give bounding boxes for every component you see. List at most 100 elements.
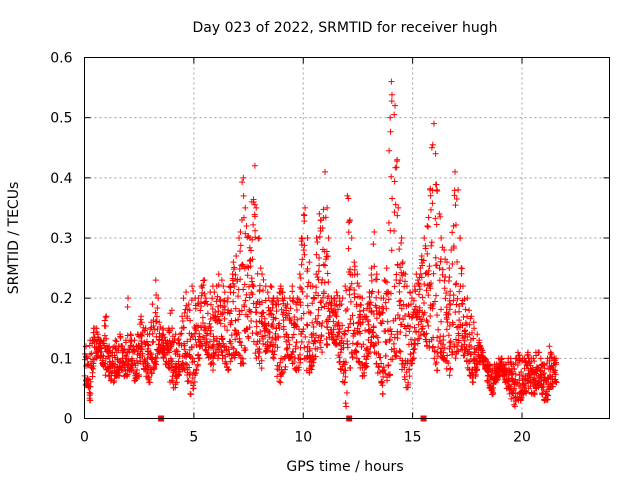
data-point <box>141 327 148 334</box>
data-point <box>385 219 392 226</box>
data-point <box>245 335 252 342</box>
data-point <box>470 335 477 342</box>
data-point <box>289 348 296 355</box>
data-point <box>290 331 297 338</box>
data-point <box>354 293 361 300</box>
data-point <box>425 214 432 221</box>
data-point <box>181 309 188 316</box>
data-point <box>347 266 354 273</box>
data-point <box>384 318 391 325</box>
data-point <box>193 342 200 349</box>
data-point <box>204 310 211 317</box>
y-tick-label: 0.2 <box>50 291 72 307</box>
data-point <box>185 301 192 308</box>
data-point <box>145 342 152 349</box>
data-point <box>175 371 182 378</box>
data-point <box>257 265 264 272</box>
data-point <box>269 323 276 330</box>
data-point <box>173 379 180 386</box>
data-point <box>153 355 160 362</box>
data-point <box>392 102 399 109</box>
x-tick-label: 20 <box>513 430 531 446</box>
data-point <box>216 317 223 324</box>
data-point <box>316 339 323 346</box>
data-point <box>396 288 403 295</box>
data-point <box>399 259 406 266</box>
y-tick-label: 0.1 <box>50 351 72 367</box>
data-point <box>427 192 434 199</box>
data-point <box>149 370 156 377</box>
data-point <box>446 322 453 329</box>
data-point <box>531 358 538 365</box>
data-point <box>300 326 307 333</box>
data-point <box>225 366 232 373</box>
data-point <box>197 343 204 350</box>
data-point <box>300 211 307 218</box>
data-point <box>146 331 153 338</box>
data-point <box>266 307 273 314</box>
data-point <box>209 367 216 374</box>
data-point <box>458 265 465 272</box>
data-point <box>401 312 408 319</box>
data-point <box>368 271 375 278</box>
data-point <box>440 349 447 356</box>
data-point <box>119 349 126 356</box>
data-point <box>337 339 344 346</box>
data-point <box>180 295 187 302</box>
data-point <box>462 327 469 334</box>
data-point <box>297 359 304 366</box>
data-point <box>459 301 466 308</box>
data-point <box>366 294 373 301</box>
data-point <box>199 284 206 291</box>
data-point <box>259 271 266 278</box>
data-point <box>511 403 518 410</box>
data-point <box>232 271 239 278</box>
data-point <box>351 263 358 270</box>
data-point <box>301 344 308 351</box>
data-point <box>247 263 254 270</box>
data-point <box>387 114 394 121</box>
data-point <box>445 277 452 284</box>
data-point <box>248 289 255 296</box>
data-point <box>345 195 352 202</box>
data-point <box>211 289 218 296</box>
data-point <box>355 283 362 290</box>
data-point <box>398 360 405 367</box>
data-point <box>208 359 215 366</box>
data-point <box>243 222 250 229</box>
data-point <box>355 358 362 365</box>
data-point <box>535 349 542 356</box>
data-point <box>432 150 439 157</box>
data-point <box>315 312 322 319</box>
data-point <box>365 350 372 357</box>
data-point <box>275 334 282 341</box>
data-point <box>526 360 533 367</box>
data-point <box>309 357 316 364</box>
data-point <box>175 358 182 365</box>
data-point <box>345 245 352 252</box>
data-point <box>546 358 553 365</box>
data-point <box>246 294 253 301</box>
data-point <box>301 218 308 225</box>
data-point <box>231 283 238 290</box>
data-point <box>112 345 119 352</box>
data-point <box>427 206 434 213</box>
data-point <box>447 343 454 350</box>
data-point <box>373 304 380 311</box>
data-point <box>84 355 91 362</box>
data-point <box>303 321 310 328</box>
data-point <box>470 379 477 386</box>
data-point <box>103 313 110 320</box>
data-point <box>125 361 132 368</box>
data-point <box>301 212 308 219</box>
data-point <box>453 348 460 355</box>
data-point <box>509 370 516 377</box>
data-point <box>429 141 436 148</box>
data-point <box>489 386 496 393</box>
data-point <box>431 298 438 305</box>
data-point <box>133 376 140 383</box>
data-point <box>541 365 548 372</box>
data-point <box>138 340 145 347</box>
data-point <box>145 373 152 380</box>
data-point <box>325 278 332 285</box>
